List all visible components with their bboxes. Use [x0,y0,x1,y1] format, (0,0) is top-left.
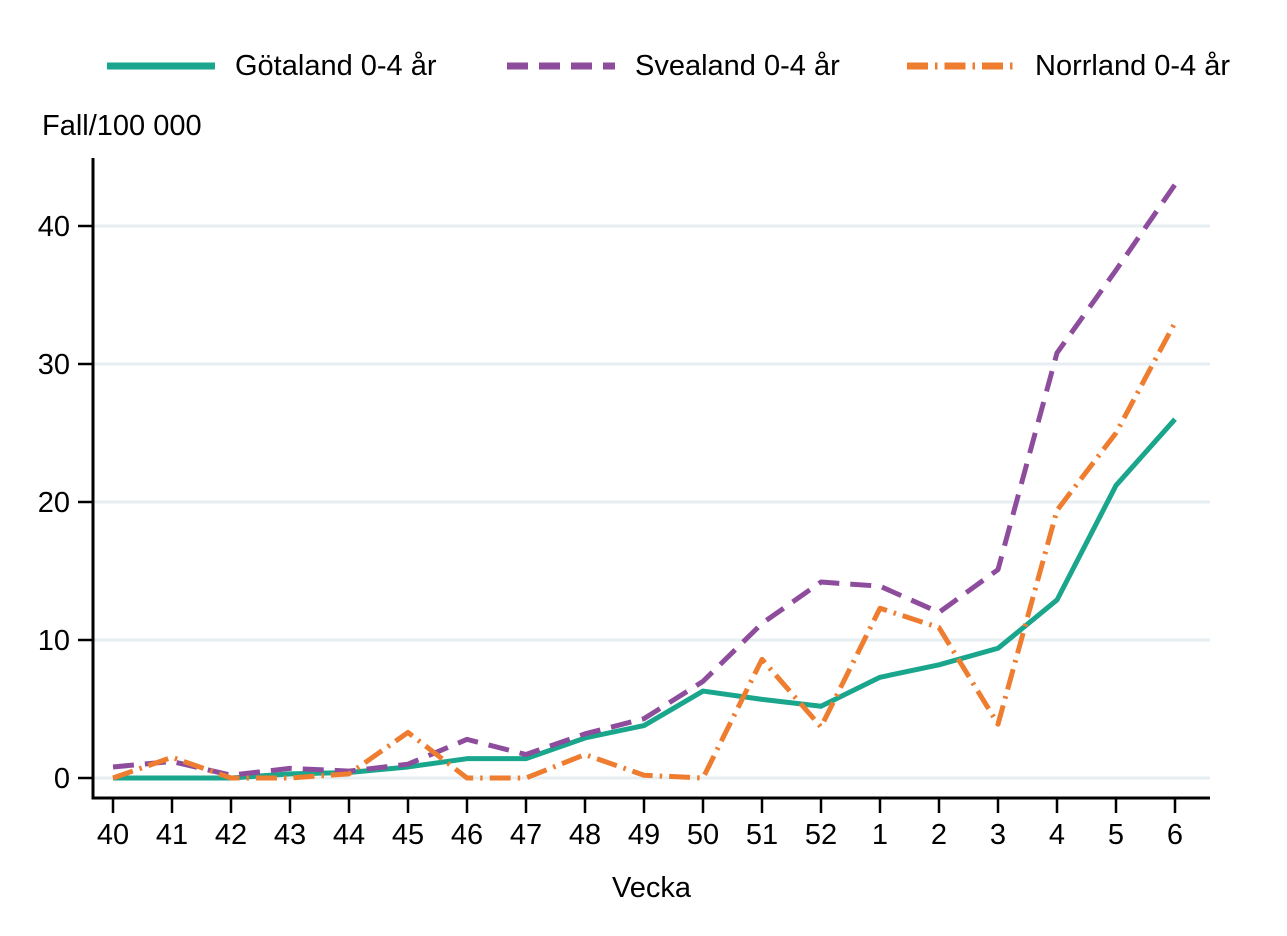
x-tick-label-43: 43 [274,819,306,851]
x-tick-label-45: 45 [392,819,424,851]
y-tick-label-30: 30 [38,349,70,381]
y-tick-label-40: 40 [38,211,70,243]
legend-line-svealand-icon [507,62,615,70]
x-tick-label-44: 44 [333,819,365,851]
x-tick-label-2: 2 [931,819,947,851]
legend: Götaland 0-4 år Svealand 0-4 år Norrland… [0,48,1287,84]
x-tick-label-4: 4 [1049,819,1065,851]
y-tick-label-10: 10 [38,625,70,657]
series-line-norrland-0-4-ar [112,321,1178,781]
x-tick-label-50: 50 [687,819,719,851]
legend-line-norrland-icon [907,62,1015,70]
x-tick-label-3: 3 [990,819,1006,851]
x-tick-label-51: 51 [746,819,778,851]
x-tick-label-48: 48 [569,819,601,851]
x-tick-label-40: 40 [97,819,129,851]
legend-item-gotaland: Götaland 0-4 år [105,48,437,84]
x-tick-label-1: 1 [872,819,888,851]
x-tick-label-41: 41 [156,819,188,851]
legend-label-svealand: Svealand 0-4 år [635,50,840,82]
x-tick-label-52: 52 [805,819,837,851]
y-tick-label-0: 0 [54,763,70,795]
legend-label-norrland: Norrland 0-4 år [1035,50,1231,82]
x-axis-title: Vecka [612,872,691,904]
y-axis-title: Fall/100 000 [42,110,202,142]
x-tick-label-6: 6 [1167,819,1183,851]
x-tick-label-47: 47 [510,819,542,851]
x-tick-label-49: 49 [628,819,660,851]
series-line-gotaland-0-4-ar [113,417,1177,781]
y-tick-label-20: 20 [38,487,70,519]
legend-item-norrland: Norrland 0-4 år [905,48,1230,84]
series-line-svealand-0-4-ar [112,183,1178,778]
x-tick-label-5: 5 [1108,819,1124,851]
x-tick-label-42: 42 [215,819,247,851]
legend-line-gotaland-icon [107,62,215,70]
legend-label-gotaland: Götaland 0-4 år [235,50,437,82]
legend-item-svealand: Svealand 0-4 år [505,48,840,84]
x-tick-label-46: 46 [451,819,483,851]
